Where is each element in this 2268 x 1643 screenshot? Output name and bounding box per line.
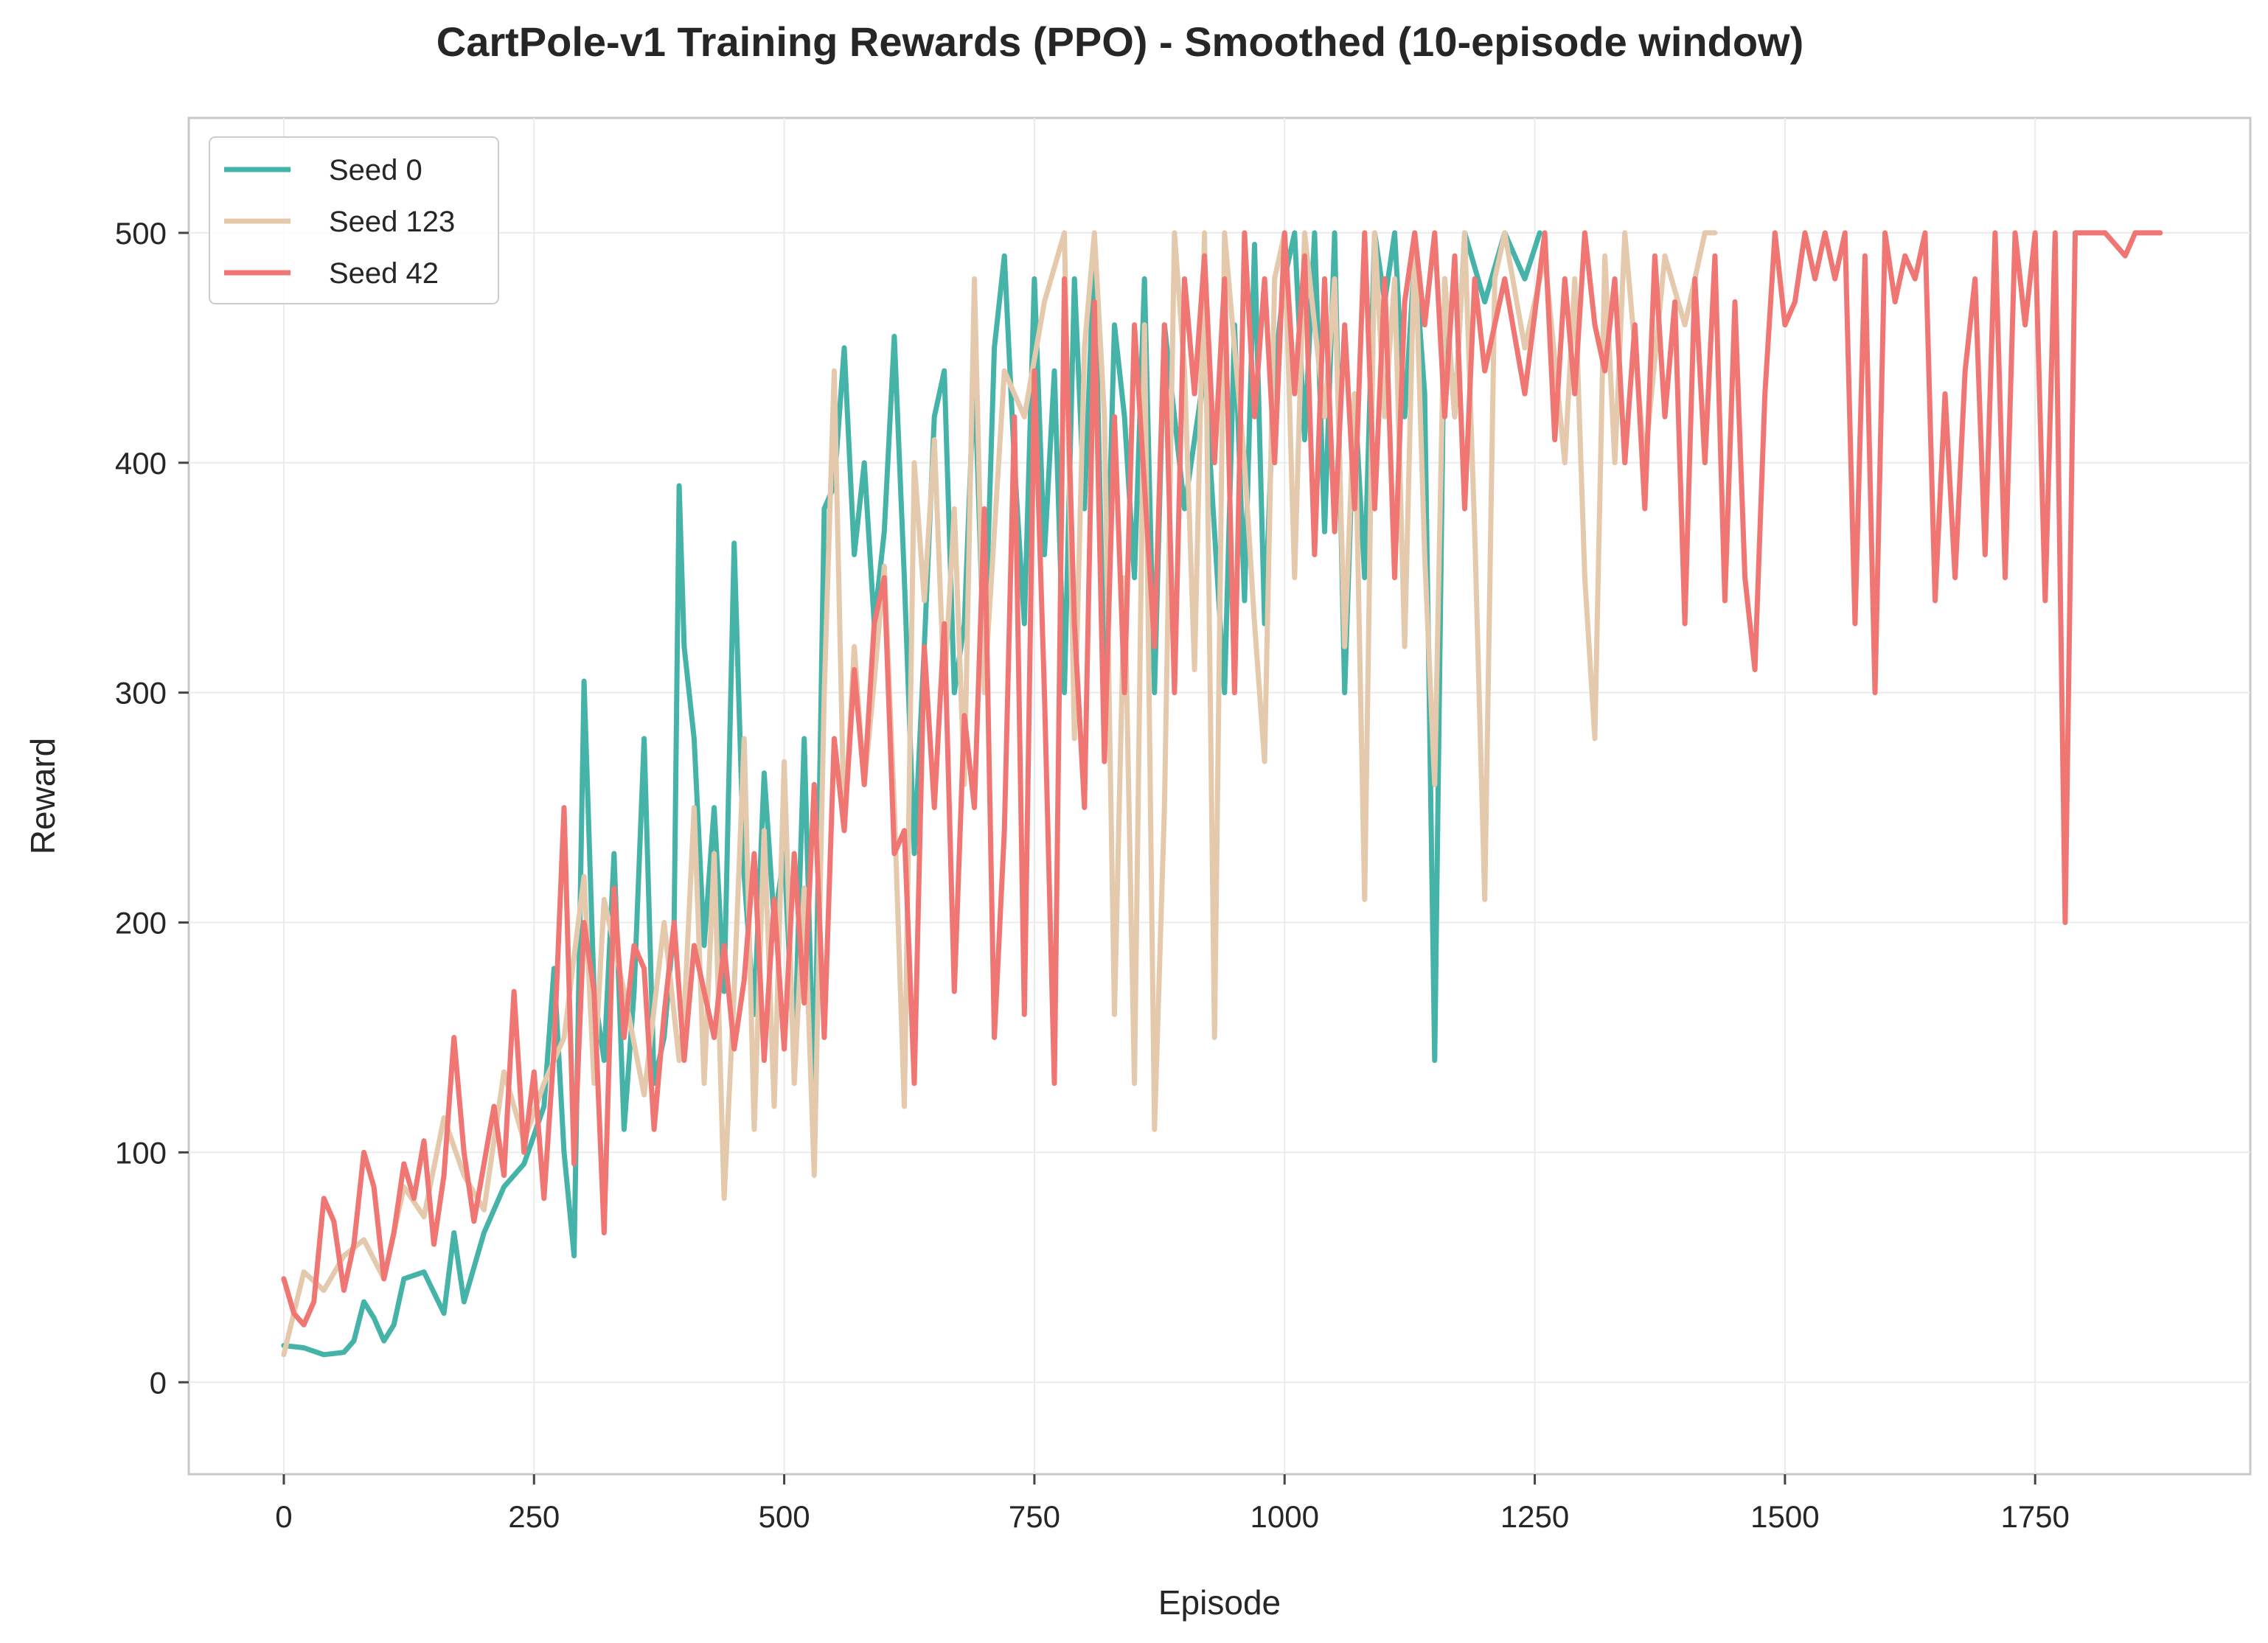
y-tick-label: 200 [115, 906, 167, 941]
grid-layer [189, 118, 2250, 1474]
legend-label: Seed 123 [329, 206, 455, 238]
y-axis-label: Reward [24, 738, 62, 855]
y-tick-label: 0 [150, 1365, 167, 1400]
x-tick-label: 1250 [1500, 1499, 1569, 1534]
legend-label: Seed 0 [329, 154, 422, 186]
x-tick-label: 1500 [1750, 1499, 1819, 1534]
series-layer [281, 230, 2163, 1358]
y-tick-label: 400 [115, 446, 167, 481]
legend: Seed 0 Seed 123 Seed 42 [209, 136, 499, 304]
x-tick-label: 250 [508, 1499, 560, 1534]
y-tick-label: 100 [115, 1135, 167, 1170]
y-tick-label: 500 [115, 216, 167, 251]
series-line-2 [281, 230, 2163, 1328]
legend-box [209, 136, 499, 304]
legend-label: Seed 42 [329, 257, 439, 290]
x-tick-label: 1000 [1250, 1499, 1319, 1534]
y-tick-label: 300 [115, 676, 167, 711]
x-tick-label: 0 [275, 1499, 292, 1534]
chart-title: CartPole-v1 Training Rewards (PPO) - Smo… [436, 18, 1803, 65]
x-tick-label: 1750 [2000, 1499, 2069, 1534]
x-tick-label: 750 [1009, 1499, 1060, 1534]
x-axis-label: Episode [1158, 1583, 1281, 1622]
x-tick-label: 500 [759, 1499, 810, 1534]
tick-layer: 0 250 500 750 1000 1250 1500 1750 0 100 200 300 400 5… [115, 216, 2070, 1534]
